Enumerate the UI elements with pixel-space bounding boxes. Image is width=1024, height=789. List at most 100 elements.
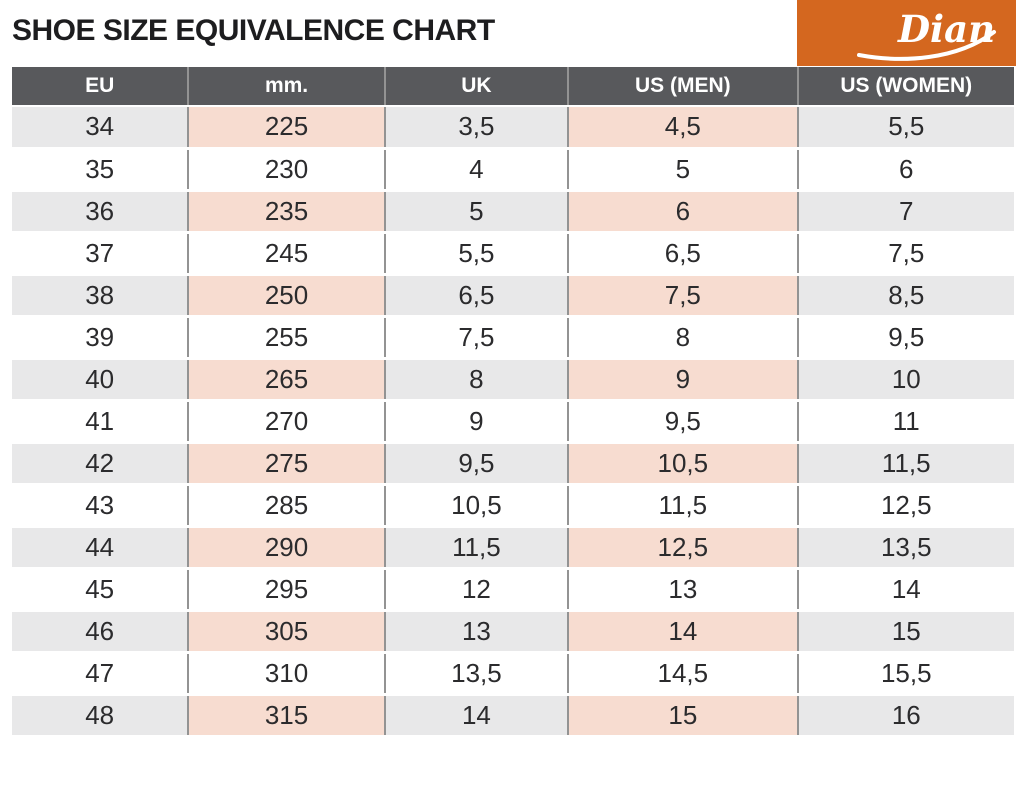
size-cell-uk: 5 [383,190,569,234]
size-cell-us_men: 14 [567,610,798,654]
size-cell-us_men: 7,5 [567,274,798,318]
column-header-us_women: US (WOMEN) [796,67,1014,107]
table-row: 41 270 9 9,5 11 [12,400,1014,444]
size-cell-us_women: 15 [796,610,1014,654]
size-cell-mm: 245 [187,232,385,276]
table-row: 40 265 8 9 10 [12,358,1014,402]
table-row: 47 310 13,5 14,5 15,5 [12,652,1014,696]
column-header-uk: UK [383,67,569,107]
size-cell-us_men: 13 [567,568,798,612]
size-cell-us_women: 11 [796,400,1014,444]
size-cell-us_women: 5,5 [796,106,1014,150]
size-cell-us_men: 11,5 [567,484,798,528]
size-cell-uk: 13 [383,610,569,654]
table-row: 45 295 12 13 14 [12,568,1014,612]
table-row: 46 305 13 14 15 [12,610,1014,654]
size-cell-eu: 35 [12,148,189,192]
size-cell-us_women: 9,5 [796,316,1014,360]
size-cell-us_men: 9 [567,358,798,402]
size-cell-mm: 285 [187,484,385,528]
size-cell-us_men: 6,5 [567,232,798,276]
size-cell-eu: 46 [12,610,189,654]
size-cell-uk: 12 [383,568,569,612]
table-row: 42 275 9,5 10,5 11,5 [12,442,1014,486]
size-cell-eu: 36 [12,190,189,234]
size-cell-eu: 44 [12,526,189,570]
size-cell-uk: 6,5 [383,274,569,318]
size-cell-us_women: 6 [796,148,1014,192]
table-row: 36 235 5 6 7 [12,190,1014,234]
size-cell-us_women: 13,5 [796,526,1014,570]
size-cell-eu: 45 [12,568,189,612]
dian-logo-icon: Dian [857,7,996,61]
size-cell-uk: 13,5 [383,652,569,696]
column-header-us_men: US (MEN) [567,67,798,107]
table-row: 38 250 6,5 7,5 8,5 [12,274,1014,318]
size-cell-uk: 10,5 [383,484,569,528]
size-cell-us_women: 15,5 [796,652,1014,696]
size-cell-uk: 9,5 [383,442,569,486]
table-row: 34 225 3,5 4,5 5,5 [12,106,1014,150]
size-cell-mm: 250 [187,274,385,318]
size-cell-us_women: 8,5 [796,274,1014,318]
size-cell-us_men: 14,5 [567,652,798,696]
size-cell-eu: 37 [12,232,189,276]
size-cell-uk: 3,5 [383,106,569,150]
size-cell-mm: 310 [187,652,385,696]
size-cell-mm: 225 [187,106,385,150]
size-cell-us_women: 7 [796,190,1014,234]
shoe-size-table: EU mm. UK US (MEN) US (WOMEN) 34 225 3,5 4,5 5,5… [12,67,1014,738]
size-cell-eu: 39 [12,316,189,360]
size-cell-us_women: 11,5 [796,442,1014,486]
size-table-body: 34 225 3,5 4,5 5,5 35 230 4 5 6 36 235 5 6 7 37 245 5,5 6,… [12,106,1014,738]
header-row: EU mm. UK US (MEN) US (WOMEN) [12,67,1014,107]
column-header-mm: mm. [187,67,385,107]
size-cell-eu: 48 [12,694,189,738]
size-cell-us_men: 5 [567,148,798,192]
size-cell-uk: 7,5 [383,316,569,360]
size-cell-eu: 40 [12,358,189,402]
column-header-eu: EU [12,67,189,107]
size-cell-mm: 270 [187,400,385,444]
size-cell-us_men: 9,5 [567,400,798,444]
table-row: 48 315 14 15 16 [12,694,1014,738]
size-cell-mm: 230 [187,148,385,192]
size-cell-mm: 295 [187,568,385,612]
table-row: 44 290 11,5 12,5 13,5 [12,526,1014,570]
size-cell-mm: 275 [187,442,385,486]
size-cell-uk: 9 [383,400,569,444]
table-row: 43 285 10,5 11,5 12,5 [12,484,1014,528]
brand-logo: Dian [797,0,1016,66]
size-cell-uk: 11,5 [383,526,569,570]
size-cell-us_men: 15 [567,694,798,738]
size-cell-us_women: 7,5 [796,232,1014,276]
table-row: 35 230 4 5 6 [12,148,1014,192]
size-cell-mm: 305 [187,610,385,654]
size-cell-us_women: 12,5 [796,484,1014,528]
size-cell-us_women: 16 [796,694,1014,738]
size-cell-mm: 315 [187,694,385,738]
size-cell-eu: 41 [12,400,189,444]
table-row: 39 255 7,5 8 9,5 [12,316,1014,360]
page-header: SHOE SIZE EQUIVALENCE CHART Dian [0,0,1024,67]
size-cell-uk: 4 [383,148,569,192]
size-cell-eu: 43 [12,484,189,528]
table-row: 37 245 5,5 6,5 7,5 [12,232,1014,276]
size-cell-uk: 14 [383,694,569,738]
size-cell-us_men: 4,5 [567,106,798,150]
size-cell-us_women: 14 [796,568,1014,612]
size-cell-us_men: 8 [567,316,798,360]
page-title: SHOE SIZE EQUIVALENCE CHART [12,14,495,47]
size-cell-uk: 8 [383,358,569,402]
size-cell-eu: 42 [12,442,189,486]
size-cell-uk: 5,5 [383,232,569,276]
size-cell-us_men: 12,5 [567,526,798,570]
size-cell-eu: 47 [12,652,189,696]
size-cell-eu: 38 [12,274,189,318]
size-cell-us_men: 10,5 [567,442,798,486]
dian-logo-text: Dian [897,7,995,51]
size-cell-us_men: 6 [567,190,798,234]
size-cell-us_women: 10 [796,358,1014,402]
size-cell-eu: 34 [12,106,189,150]
